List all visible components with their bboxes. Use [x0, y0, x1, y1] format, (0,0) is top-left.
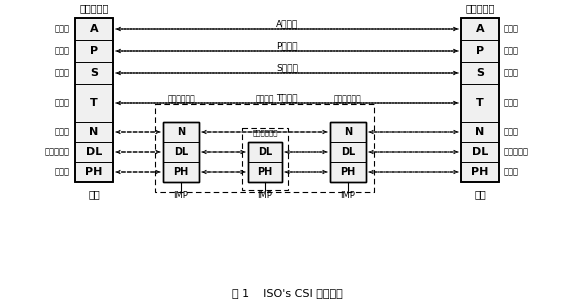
Text: 主机: 主机	[474, 189, 486, 199]
Text: T: T	[476, 98, 484, 108]
Bar	[75, 18, 113, 182]
Bar	[330, 122, 366, 182]
Text: 物理层: 物理层	[55, 168, 70, 177]
Bar	[461, 18, 499, 182]
Text: P层协议: P层协议	[276, 41, 298, 50]
Text: 图 1    ISO's CSI 参考模型: 图 1 ISO's CSI 参考模型	[232, 288, 342, 298]
Text: T: T	[90, 98, 98, 108]
Text: 端开放系统: 端开放系统	[466, 3, 495, 13]
Bar	[155, 104, 374, 192]
Text: 网络层: 网络层	[504, 127, 519, 136]
Text: DL: DL	[86, 147, 102, 157]
Text: 中继开放系统: 中继开放系统	[334, 94, 362, 103]
Text: 中继开放系统: 中继开放系统	[252, 129, 278, 136]
Text: 表示层: 表示层	[55, 47, 70, 56]
Bar	[163, 122, 199, 182]
Text: IMP: IMP	[258, 191, 273, 200]
Text: PH: PH	[86, 167, 103, 177]
Text: 运输层: 运输层	[504, 98, 519, 108]
Text: S层协议: S层协议	[276, 63, 298, 72]
Text: IMP: IMP	[340, 191, 355, 200]
Text: IMP: IMP	[173, 191, 188, 200]
Text: N: N	[177, 127, 185, 137]
Text: DL: DL	[472, 147, 488, 157]
Text: 应用层: 应用层	[504, 25, 519, 33]
Text: 通信子网: 通信子网	[256, 94, 274, 103]
Text: 会话层: 会话层	[55, 68, 70, 78]
Text: P: P	[476, 46, 484, 56]
Text: 数据链路层: 数据链路层	[45, 147, 70, 157]
Text: PH: PH	[340, 167, 356, 177]
Text: 物理层: 物理层	[504, 168, 519, 177]
Text: A: A	[90, 24, 98, 34]
Text: 中继开放系统: 中继开放系统	[167, 94, 195, 103]
Text: N: N	[90, 127, 99, 137]
Bar	[461, 18, 499, 182]
Text: 主机: 主机	[88, 189, 100, 199]
Bar	[242, 128, 288, 190]
Text: 应用层: 应用层	[55, 25, 70, 33]
Text: A层协议: A层协议	[276, 19, 298, 28]
Text: N: N	[344, 127, 352, 137]
Text: 数据链路层: 数据链路层	[504, 147, 529, 157]
Text: 表示层: 表示层	[504, 47, 519, 56]
Bar	[330, 122, 366, 182]
Text: 会话层: 会话层	[504, 68, 519, 78]
Text: S: S	[90, 68, 98, 78]
Text: DL: DL	[341, 147, 355, 157]
Text: S: S	[476, 68, 484, 78]
Text: DL: DL	[258, 147, 272, 157]
Text: 网络层: 网络层	[55, 127, 70, 136]
Bar	[248, 142, 282, 182]
Text: T层协议: T层协议	[276, 93, 298, 102]
Text: 运输层: 运输层	[55, 98, 70, 108]
Text: PH: PH	[173, 167, 189, 177]
Bar	[163, 122, 199, 182]
Text: 端开放系统: 端开放系统	[79, 3, 108, 13]
Bar	[75, 18, 113, 182]
Text: P: P	[90, 46, 98, 56]
Text: PH: PH	[257, 167, 273, 177]
Bar	[248, 142, 282, 182]
Text: A: A	[476, 24, 484, 34]
Text: N: N	[475, 127, 484, 137]
Text: DL: DL	[174, 147, 188, 157]
Text: PH: PH	[471, 167, 488, 177]
